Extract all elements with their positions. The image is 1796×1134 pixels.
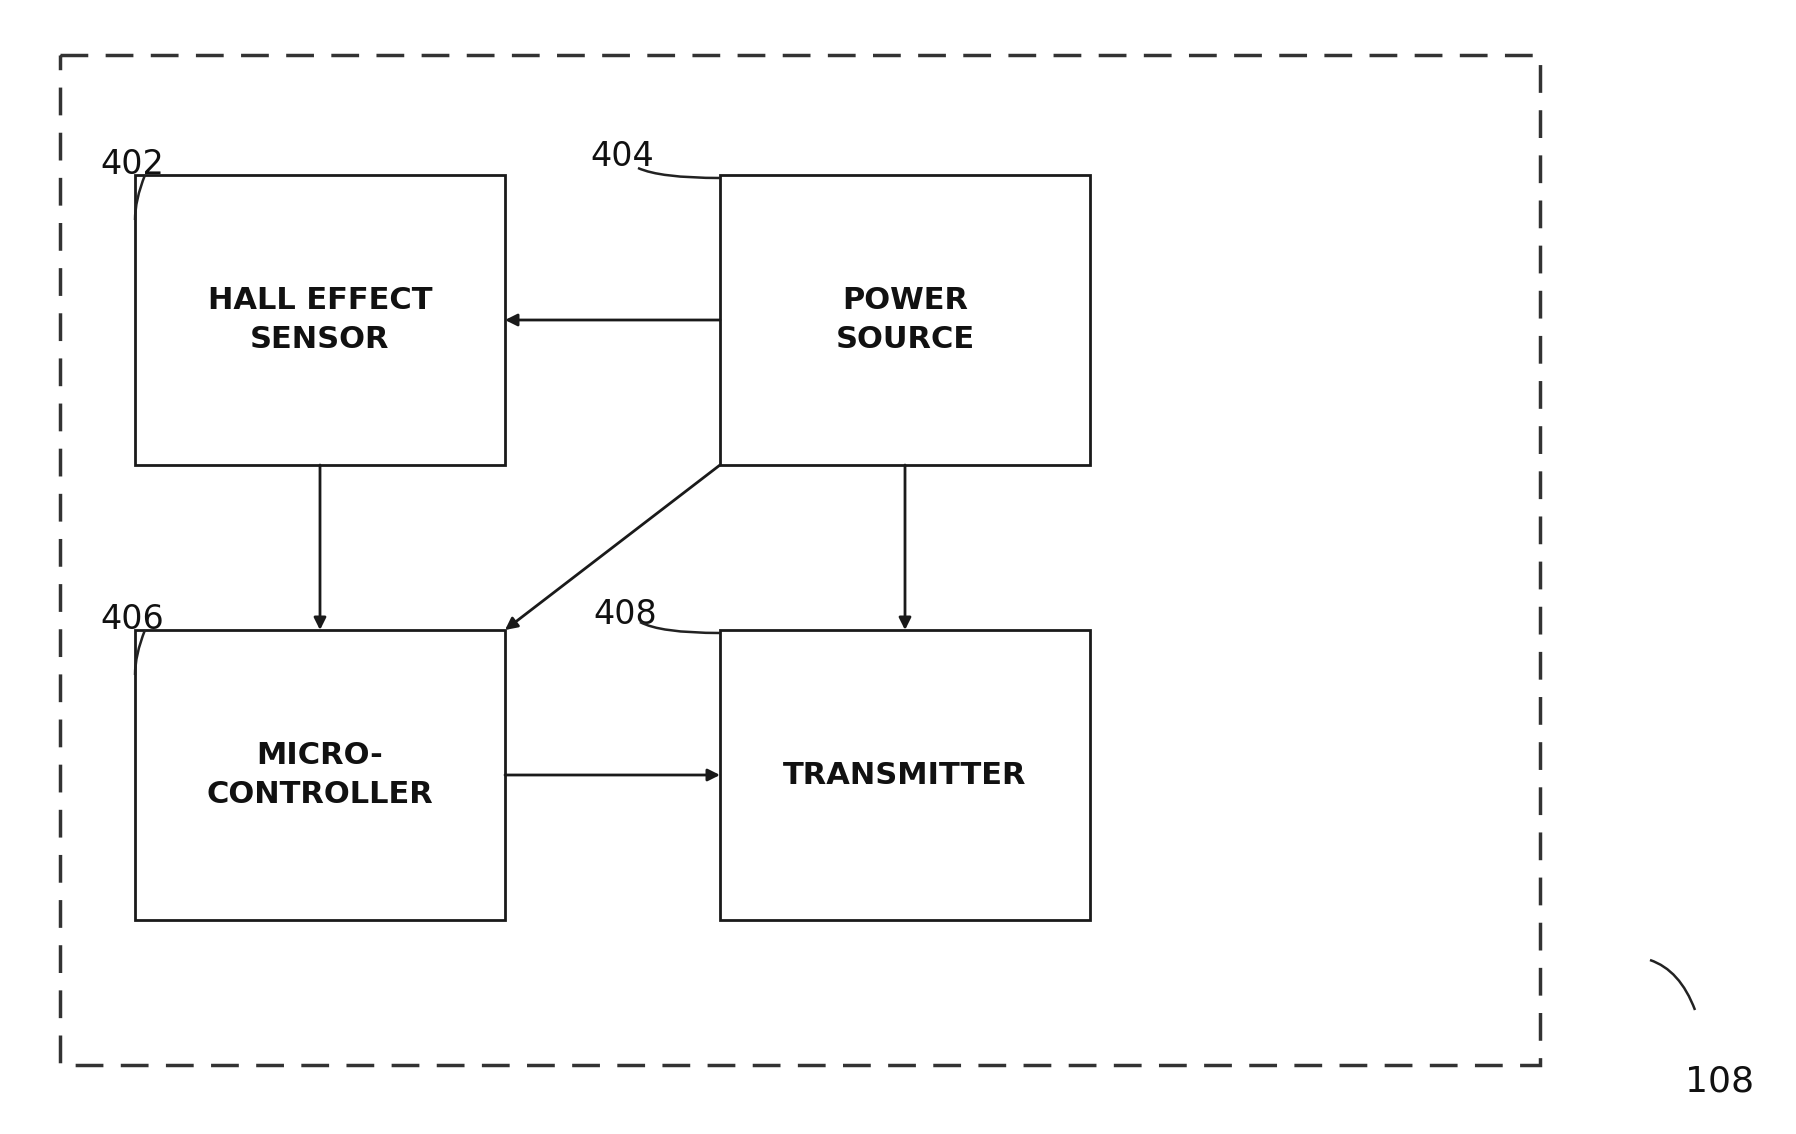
Text: 402: 402 bbox=[101, 149, 163, 181]
Bar bbox=[720, 631, 1090, 920]
Bar bbox=[59, 56, 1539, 1065]
Text: POWER
SOURCE: POWER SOURCE bbox=[835, 287, 975, 354]
Text: 404: 404 bbox=[591, 139, 654, 174]
Text: MICRO-
CONTROLLER: MICRO- CONTROLLER bbox=[207, 742, 433, 809]
Bar bbox=[135, 631, 505, 920]
Bar bbox=[135, 175, 505, 465]
Text: TRANSMITTER: TRANSMITTER bbox=[783, 761, 1027, 789]
Text: 406: 406 bbox=[101, 603, 163, 636]
Bar bbox=[720, 175, 1090, 465]
Text: 408: 408 bbox=[593, 598, 657, 631]
Text: HALL EFFECT
SENSOR: HALL EFFECT SENSOR bbox=[208, 287, 433, 354]
Text: 108: 108 bbox=[1685, 1065, 1755, 1099]
